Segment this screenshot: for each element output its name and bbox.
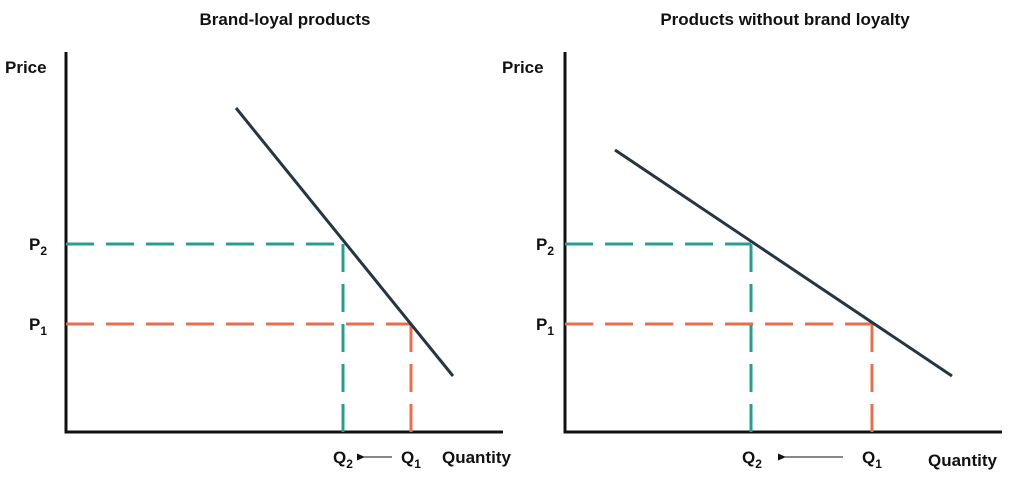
y-axis-label: Price [5, 58, 47, 77]
axes [563, 52, 1002, 434]
q2-label: Q2 [742, 448, 762, 471]
p2-label: P2 [536, 235, 554, 258]
panel-title: Products without brand loyalty [660, 10, 910, 29]
p2-label: P2 [29, 235, 47, 258]
q1-label: Q1 [862, 448, 882, 471]
panel-without-brand-loyalty: Products without brand loyalty Price P2 … [502, 10, 1002, 471]
q1-label: Q1 [401, 448, 421, 471]
demand-curve [234, 107, 455, 377]
p1-label: P1 [536, 315, 554, 338]
y-axis-label: Price [502, 58, 544, 77]
q2-label: Q2 [333, 448, 353, 471]
axes [64, 52, 503, 434]
panel-title: Brand-loyal products [200, 10, 371, 29]
p1-label: P1 [29, 315, 47, 338]
demand-curve [614, 148, 953, 378]
panel-brand-loyal: Brand-loyal products Price P2 P1 Q2 Q1 Q… [5, 10, 511, 471]
x-axis-label: Quantity [928, 451, 997, 470]
x-axis-label: Quantity [442, 448, 511, 467]
